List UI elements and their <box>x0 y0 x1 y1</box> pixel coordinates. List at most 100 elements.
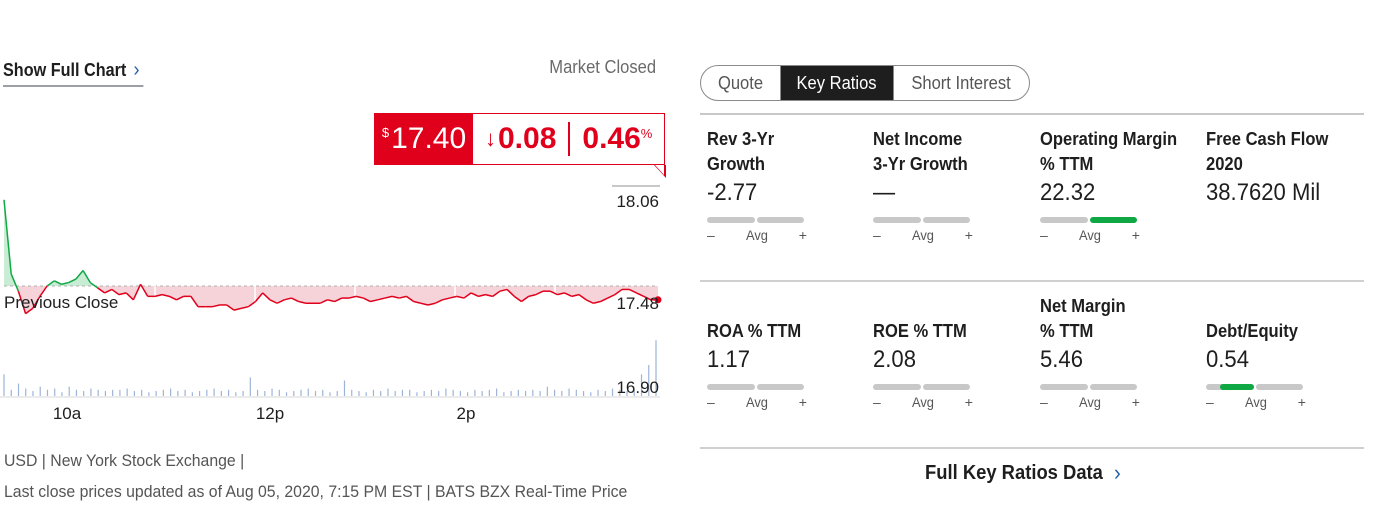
price-change: ↓ 0.08 0.46 % <box>473 114 664 164</box>
ratio-value: -2.77 <box>707 179 758 206</box>
price-line-segment <box>420 302 429 306</box>
ratio-gauge <box>707 217 804 223</box>
ratio-label: Rev 3-Yr <box>707 129 775 149</box>
price-line-segment <box>10 273 20 292</box>
price-line-segment <box>46 280 55 287</box>
price-line-segment <box>348 295 357 299</box>
price-line-segment <box>39 285 48 297</box>
gauge-labels: – Avg + <box>873 227 973 243</box>
price-line-segment <box>535 290 544 296</box>
price-line-segment <box>276 299 285 304</box>
ratio-label: Net Income <box>873 129 963 149</box>
ratio-value: — <box>873 179 896 206</box>
tab-short-interest[interactable]: Short Interest <box>911 72 1012 93</box>
price-line-segment <box>492 290 501 297</box>
full-key-ratios-link[interactable]: Full Key Ratios Data › <box>925 460 1121 486</box>
price-line-segment <box>442 297 450 301</box>
price-line-segment <box>513 295 522 303</box>
ratio-label: Net Margin <box>1040 296 1126 316</box>
price-line-segment <box>233 307 242 311</box>
full-key-ratios-label: Full Key Ratios Data <box>925 461 1103 484</box>
ratio-gauge <box>707 384 804 390</box>
price-line-segment <box>25 307 34 315</box>
ratio-gauge <box>873 217 970 223</box>
price-line-segment <box>571 293 580 298</box>
change-value: 0.08 <box>498 122 557 155</box>
price-line-segment <box>370 299 378 303</box>
y-tick-label: 16.90 <box>616 378 659 397</box>
price-line-segment <box>557 292 565 296</box>
ratio-value: 1.17 <box>707 346 750 373</box>
price-line-segment <box>226 304 235 311</box>
price-line-segment <box>118 292 127 296</box>
intraday-price-chart[interactable]: Previous Close 18.06 17.48 16.90 10a 12p 2p <box>0 170 670 430</box>
tab-key-ratios[interactable]: Key Ratios <box>780 66 894 100</box>
price-line-segment <box>262 292 271 301</box>
y-tick-label: 17.48 <box>616 294 659 313</box>
price-line-segment <box>413 300 422 304</box>
show-full-chart-link[interactable]: Show Full Chart › <box>3 59 144 87</box>
price-line-segment <box>132 283 142 301</box>
ratio-label: 3-Yr Growth <box>873 154 968 174</box>
price-line-segment <box>61 281 69 286</box>
price-line-segment <box>406 295 415 303</box>
currency-symbol: $ <box>381 125 390 140</box>
x-tick-label: 10a <box>53 404 82 423</box>
ratio-rev-3yr-growth: Rev 3-Yr Growth -2.77 – Avg + <box>707 127 867 243</box>
chevron-right-icon: › <box>133 59 140 81</box>
x-tick-label: 2p <box>457 404 476 423</box>
callout-pointer-inner <box>655 165 664 175</box>
gauge-labels: – Avg + <box>1040 394 1140 410</box>
y-tick-label: 18.06 <box>616 192 659 211</box>
ratio-label <box>1206 294 1353 319</box>
ratio-label: ROE % TTM <box>873 321 967 341</box>
gauge-labels: – Avg + <box>1040 227 1140 243</box>
chevron-right-icon: › <box>1113 460 1121 485</box>
ratio-debt-equity: Debt/Equity 0.54 – Avg + <box>1206 294 1366 410</box>
ratio-value: 22.32 <box>1040 179 1096 206</box>
price-line-segment <box>82 270 91 283</box>
price-line-segment <box>607 293 616 299</box>
ratio-gauge <box>1206 384 1303 390</box>
price-line-segment <box>506 288 515 297</box>
price-line-segment <box>585 299 594 304</box>
price-line-segment <box>614 288 623 296</box>
gauge-labels: – Avg + <box>873 394 973 410</box>
ratio-label: Free Cash Flow <box>1206 129 1329 149</box>
price-line-segment <box>291 297 299 303</box>
show-full-chart-label: Show Full Chart <box>3 60 127 80</box>
last-price-marker <box>654 296 662 304</box>
divider <box>700 280 1364 282</box>
price-line-segment <box>391 295 400 299</box>
price-line-segment <box>449 295 457 299</box>
price-line-segment <box>549 290 558 296</box>
ratio-net-margin: Net Margin % TTM 5.46 – Avg + <box>1040 294 1200 410</box>
ratio-label: % TTM <box>1040 321 1094 341</box>
price-line-segment <box>176 295 184 301</box>
ratio-gauge <box>1040 384 1137 390</box>
ratio-label: Operating Margin <box>1040 129 1178 149</box>
price-line-segment <box>600 297 609 303</box>
price-line-segment <box>168 295 177 301</box>
price-line-segment <box>643 295 652 301</box>
last-price: 17.40 <box>391 122 467 155</box>
tab-quote[interactable]: Quote <box>701 66 781 100</box>
price-line-segment <box>3 199 12 275</box>
gauge-average-marker <box>1220 384 1254 390</box>
divider <box>568 122 571 156</box>
ratio-operating-margin: Operating Margin % TTM 22.32 – Avg + <box>1040 127 1200 243</box>
ratio-label <box>707 294 854 319</box>
ratio-roe: ROE % TTM 2.08 – Avg + <box>873 294 1033 410</box>
price-line-segment <box>334 297 343 303</box>
price-line-segment <box>269 299 278 304</box>
ratio-label <box>873 294 1020 319</box>
price-line-segment <box>470 292 479 298</box>
exchange-info: USD | New York Stock Exchange | <box>4 451 245 470</box>
percent-symbol: % <box>640 126 653 141</box>
area-above-previous-close <box>4 199 98 292</box>
price-line-segment <box>355 295 364 299</box>
price-line-segment <box>53 280 62 285</box>
price-line-segment <box>327 299 335 303</box>
price-callout: $ 17.40 ↓ 0.08 0.46 % <box>374 113 666 178</box>
last-price-box: $ 17.40 <box>375 114 473 164</box>
